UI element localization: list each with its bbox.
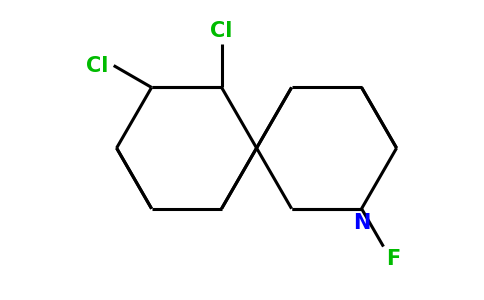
Text: Cl: Cl (87, 56, 109, 76)
Text: F: F (386, 250, 401, 269)
Text: Cl: Cl (211, 21, 233, 41)
Text: N: N (353, 213, 370, 232)
